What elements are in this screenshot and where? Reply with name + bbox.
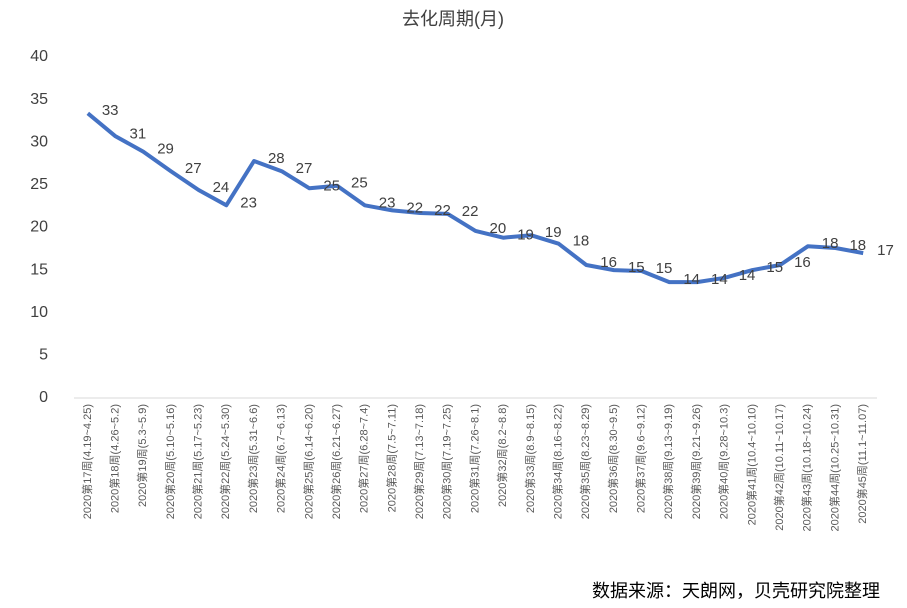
x-tick-label: 2020第25周(6.14~6.20) [301, 404, 315, 519]
data-label: 22 [462, 203, 479, 220]
data-label: 23 [240, 194, 257, 211]
data-label: 27 [185, 160, 202, 177]
y-tick-label: 10 [30, 304, 48, 321]
x-tick-label: 2020第19周(5.3~5.9) [135, 404, 149, 507]
x-tick-label: 2020第21周(5.17~5.23) [191, 404, 205, 519]
data-label: 18 [573, 233, 590, 250]
x-tick-label: 2020第23周(5.31~6.6) [246, 404, 260, 513]
x-tick-label: 2020第26周(6.21~6.27) [329, 404, 343, 519]
x-tick-label: 2020第32周(8.2~8.8) [495, 404, 509, 507]
data-label: 16 [794, 254, 811, 271]
data-label: 22 [406, 199, 423, 216]
y-tick-label: 35 [30, 91, 48, 108]
data-label: 15 [628, 259, 645, 276]
x-tick-label: 2020第35周(8.23~8.29) [578, 404, 592, 519]
y-tick-label: 40 [30, 48, 48, 65]
x-tick-label: 2020第44周(10.25~10.31) [827, 404, 841, 532]
data-label: 24 [213, 179, 230, 196]
x-tick-label: 2020第37周(9.6~9.12) [634, 404, 648, 513]
x-tick-label: 2020第17周(4.19~4.25) [80, 404, 94, 519]
y-tick-label: 30 [30, 133, 48, 150]
x-tick-label: 2020第40周(9.28~10.3) [717, 404, 731, 519]
data-label: 29 [157, 141, 174, 158]
data-label: 28 [268, 150, 285, 167]
x-tick-label: 2020第42周(10.11~10.17) [772, 404, 786, 531]
data-label: 14 [683, 271, 700, 288]
x-tick-label: 2020第24周(6.7~6.13) [274, 404, 288, 513]
data-label: 19 [545, 224, 562, 241]
x-tick-label: 2020第34周(8.16~8.22) [550, 404, 564, 519]
data-label: 15 [766, 259, 783, 276]
x-tick-label: 2020第28周(7.5~7.11) [384, 404, 398, 512]
data-label: 17 [877, 242, 894, 259]
data-label: 31 [130, 125, 147, 142]
x-tick-label: 2020第41周(10.4~10.10) [744, 404, 758, 525]
source-note: 数据来源：天朗网，贝壳研究院整理 [592, 581, 880, 601]
y-tick-label: 20 [30, 219, 48, 236]
x-tick-label: 2020第31周(7.26~8.1) [467, 404, 481, 513]
x-tick-label: 2020第36周(8.30~9.5) [606, 404, 620, 513]
x-tick-label: 2020第22周(5.24~5.30) [218, 404, 232, 519]
data-label: 19 [517, 227, 534, 244]
x-tick-label: 2020第20周(5.10~5.16) [163, 404, 177, 519]
x-tick-label: 2020第43周(10.18~10.24) [800, 404, 814, 532]
data-label: 15 [656, 260, 673, 277]
data-label: 25 [323, 177, 340, 194]
y-tick-label: 25 [30, 176, 48, 193]
data-label: 16 [600, 254, 617, 271]
y-tick-label: 0 [39, 389, 48, 406]
data-label: 18 [822, 235, 839, 252]
y-tick-label: 5 [39, 347, 48, 364]
data-label: 14 [711, 271, 728, 288]
data-label: 27 [296, 160, 313, 177]
x-tick-label: 2020第18周(4.26~5.2) [107, 404, 121, 513]
data-label: 18 [849, 237, 866, 254]
x-tick-label: 2020第30周(7.19~7.25) [440, 404, 454, 519]
data-label: 22 [434, 202, 451, 219]
line [86, 111, 864, 285]
x-tick-label: 2020第39周(9.21~9.26) [689, 404, 703, 519]
data-label: 20 [490, 220, 507, 237]
x-tick-label: 2020第29周(7.13~7.18) [412, 404, 426, 519]
x-tick-label: 2020第27周(6.28~7.4) [357, 404, 371, 513]
data-label: 25 [351, 175, 368, 192]
chart-title: 去化周期(月) [402, 9, 504, 29]
data-label: 33 [102, 102, 119, 119]
y-tick-label: 15 [30, 261, 48, 278]
data-label: 23 [379, 194, 396, 211]
x-tick-label: 2020第38周(9.13~9.19) [661, 404, 675, 519]
data-label: 14 [739, 267, 756, 284]
x-tick-label: 2020第45周(11.1~11.07) [855, 404, 869, 524]
x-tick-label: 2020第33周(8.9~8.15) [523, 404, 537, 513]
